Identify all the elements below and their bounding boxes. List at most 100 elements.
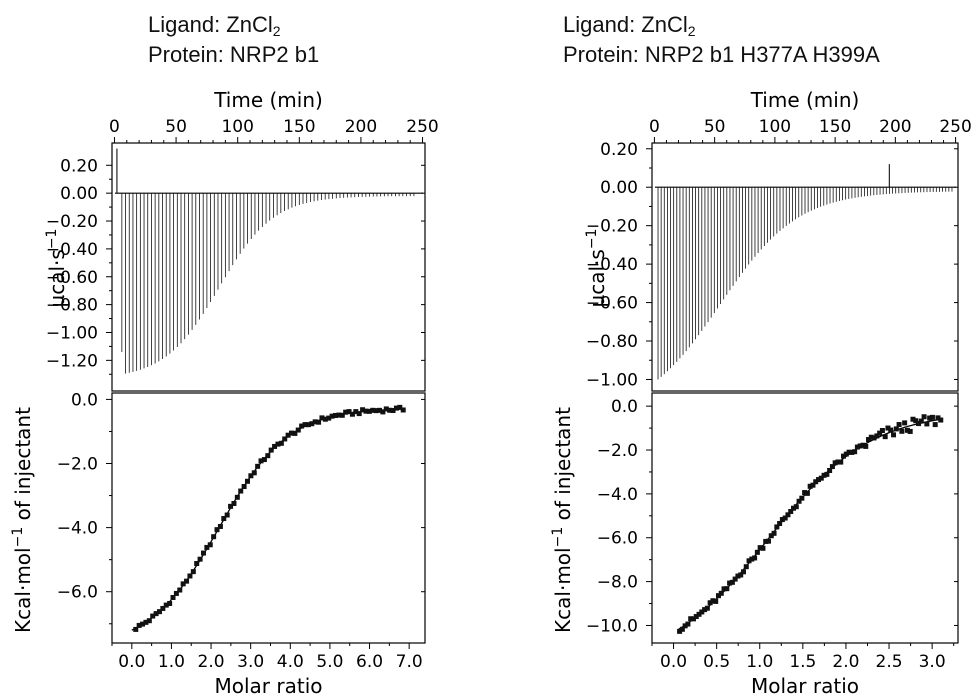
left-isotherm-data-point — [343, 409, 349, 415]
left-isotherm-data-point — [329, 413, 335, 419]
right-isotherm-data-point — [782, 515, 788, 521]
right-isotherm-data-point — [796, 498, 802, 504]
right-thermogram-xtick-label: 100 — [759, 117, 791, 137]
left-isotherm-data-point — [187, 573, 193, 579]
right-isotherm-data-point — [710, 598, 716, 604]
right-isotherm-data-point — [804, 490, 810, 496]
right-isotherm-data-point — [935, 415, 941, 421]
left-isotherm-data-point — [207, 542, 213, 548]
left-thermogram-xtick-label: 100 — [221, 117, 253, 137]
right-isotherm-fit-curve — [677, 418, 941, 631]
left-isotherm-data-point — [285, 432, 291, 438]
right-isotherm-data-point — [677, 628, 683, 634]
right-thermogram-frame — [651, 142, 959, 392]
left-thermogram-ytick-label: −0.40 — [46, 240, 98, 260]
left-isotherm-data-point — [349, 411, 355, 417]
right-isotherm-data-point — [785, 512, 791, 518]
left-isotherm-data-point — [180, 581, 186, 587]
left-isotherm-data-point — [282, 436, 288, 442]
left-isotherm-data-point — [136, 622, 142, 628]
left-isotherm-data-point — [302, 422, 308, 428]
left-protein-label: Protein: NRP2 b1 — [148, 42, 320, 67]
right-isotherm-data-point — [924, 421, 930, 427]
left-isotherm-xtick-label: 1.0 — [158, 652, 185, 672]
right-isotherm-data-point — [816, 477, 822, 483]
left-thermogram-ytick-label: −1.00 — [46, 323, 98, 343]
left-thermogram-ytick-label: 0.00 — [60, 184, 98, 204]
right-isotherm-data-point — [868, 434, 874, 440]
right-isotherm-data-point — [907, 428, 913, 434]
right-isotherm-data-point — [693, 614, 699, 620]
right-isotherm-data-point — [860, 442, 866, 448]
right-isotherm-xtick-label: 2.0 — [832, 652, 859, 672]
left-isotherm-data-point — [278, 440, 284, 446]
right-isotherm-data-point — [893, 426, 899, 432]
left-isotherm-data-point — [197, 556, 203, 562]
right-isotherm-data-point — [743, 564, 749, 570]
right-isotherm-data-point — [749, 556, 755, 562]
left-isotherm-data-point — [373, 408, 379, 414]
left-isotherm-data-point — [322, 416, 328, 422]
left-thermogram-frame — [111, 142, 426, 392]
left-thermogram-xtick-label: 50 — [165, 117, 187, 137]
right-isotherm-data-point — [818, 475, 824, 481]
right-isotherm-data-point — [685, 621, 691, 627]
right-isotherm-data-point — [927, 415, 933, 421]
left-isotherm-data-point — [305, 422, 311, 428]
left-isotherm-data-point — [319, 415, 325, 421]
right-isotherm-data-point — [679, 626, 685, 632]
right-thermogram-ytick-label: −1.00 — [586, 370, 638, 390]
right-isotherm-data-point — [835, 459, 841, 465]
left-isotherm-data-point — [214, 527, 220, 533]
left-isotherm-data-point — [288, 430, 294, 436]
right-isotherm-data-point — [754, 549, 760, 555]
right-thermogram-ytick-label: −0.60 — [586, 294, 638, 314]
left-isotherm-data-point — [163, 602, 169, 608]
right-isotherm-xtick-label: 0.0 — [660, 652, 687, 672]
left-thermogram-ytick-label: −0.20 — [46, 212, 98, 232]
left-isotherm-frame — [111, 392, 426, 644]
right-thermogram-xtick-label: 250 — [939, 117, 971, 137]
left-isotherm-data-point — [224, 512, 230, 518]
right-isotherm-ytick-label: −8.0 — [597, 573, 638, 593]
left-thermogram-xtick-label: 200 — [345, 117, 377, 137]
left-isotherm-data-point — [231, 500, 237, 506]
right-thermogram-xtick-label: 200 — [879, 117, 911, 137]
left-isotherm-data-point — [383, 406, 389, 412]
left-thermogram-ytick-label: 0.20 — [60, 156, 98, 176]
left-isotherm-xtick-label: 7.0 — [396, 652, 423, 672]
left-isotherm-data-point — [366, 408, 372, 414]
right-isotherm-data-point — [791, 505, 797, 511]
left-isotherm-data-point — [377, 407, 383, 413]
left-isotherm-xtick-label: 6.0 — [356, 652, 383, 672]
right-isotherm-data-point — [866, 437, 872, 443]
right-isotherm-data-point — [921, 414, 927, 420]
right-isotherm-data-point — [740, 569, 746, 575]
right-isotherm-data-point — [854, 444, 860, 450]
left-thermogram-xtick-label: 150 — [283, 117, 315, 137]
right-isotherm-data-point — [713, 598, 719, 604]
left-isotherm-data-point — [173, 590, 179, 596]
right-isotherm-data-point — [738, 572, 744, 578]
right-isotherm-data-point — [913, 418, 919, 424]
right-isotherm-data-point — [857, 443, 863, 449]
right-isotherm-ytick-label: −10.0 — [586, 616, 638, 636]
left-isotherm-ytick-label: 0.0 — [71, 390, 98, 410]
left-isotherm-data-point — [295, 427, 301, 433]
right-thermogram-trace — [655, 186, 956, 380]
right-isotherm-data-point — [765, 538, 771, 544]
left-thermogram-xlabel: Time (min) — [213, 88, 323, 112]
right-isotherm-data-point — [746, 558, 752, 564]
left-isotherm-data-point — [194, 561, 200, 567]
right-isotherm-data-point — [752, 555, 758, 561]
right-isotherm-data-point — [688, 616, 694, 622]
left-isotherm-data-point — [156, 609, 162, 615]
left-isotherm-data-point — [244, 478, 250, 484]
left-isotherm-data-point — [160, 605, 166, 611]
right-thermogram-ylabel: µcal·s−1 — [584, 229, 609, 308]
left-isotherm-xtick-label: 0.0 — [118, 652, 145, 672]
left-isotherm-data-point — [228, 503, 234, 509]
left-isotherm-data-point — [292, 430, 298, 436]
right-isotherm-data-point — [838, 459, 844, 465]
right-isotherm-data-point — [904, 427, 910, 433]
